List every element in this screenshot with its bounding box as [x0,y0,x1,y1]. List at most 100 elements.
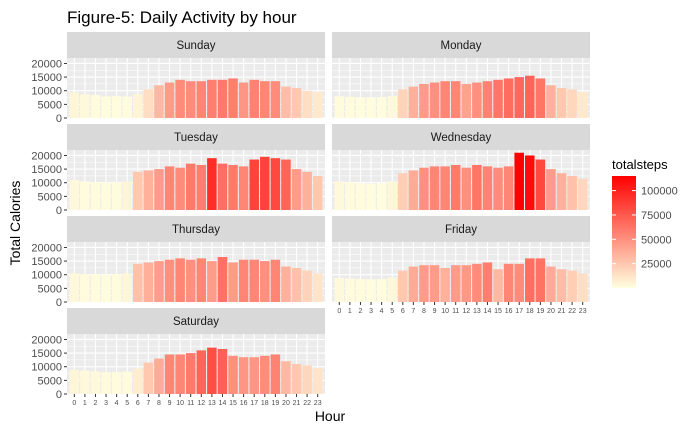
y-tick-label: 20000 [31,58,62,70]
x-tick-label: 10 [441,308,449,315]
bar [419,265,429,302]
bar [302,171,312,210]
bar [482,262,493,302]
x-tick-label: 13 [208,400,216,407]
bar [461,167,472,210]
bar [228,262,238,302]
bar [281,266,291,302]
x-tick-label: 13 [473,308,481,315]
y-tick-label: 20000 [31,242,62,254]
bar [567,270,577,302]
bar [154,261,164,302]
bar [270,158,281,210]
bar [450,165,461,210]
facet-monday: Monday [332,32,590,119]
bar [90,274,101,302]
bar [122,273,132,302]
x-tick-label: 23 [579,308,587,315]
bar [281,86,291,118]
facet-strip [67,216,325,242]
x-tick-label: 22 [303,400,311,407]
y-tick-label: 5000 [38,283,62,295]
bar [143,170,154,210]
bar [228,78,238,118]
bar [461,265,472,302]
bar [408,86,419,118]
bar [154,85,164,118]
bar [577,273,588,302]
bar [238,357,249,394]
x-tick-label: 18 [261,400,269,407]
y-tick-label: 15000 [31,164,62,176]
bar [111,274,122,302]
bar [260,156,270,210]
bar [217,349,228,394]
bar [546,169,556,210]
bar [143,89,154,118]
bar [90,182,101,210]
bar [228,165,238,210]
bar [482,81,493,118]
legend-colorbar [612,176,636,288]
bar [345,96,355,118]
x-tick-label: 14 [484,308,492,315]
bar [207,261,217,302]
bar [345,182,355,210]
facet-strip [332,124,590,150]
bar [535,78,546,118]
bar [196,165,207,210]
facet-strip [67,308,325,334]
legend-tick-label: 75000 [641,210,672,222]
bar [482,166,493,210]
bar [291,88,302,118]
bar [217,163,228,210]
bar [525,155,535,210]
bar [535,159,546,210]
facet-strip-label: Saturday [173,316,219,328]
bar [80,370,90,394]
bar [101,274,111,302]
x-tick-label: 7 [411,308,415,315]
bar [270,259,281,302]
x-tick-label: 6 [401,308,405,315]
bar [556,173,567,210]
bar [207,158,217,210]
y-tick-label: 0 [56,297,62,309]
legend-title: totalsteps [612,157,668,172]
bar [164,354,175,394]
facet-strip-label: Sunday [176,40,215,52]
bar [525,258,535,302]
bar [387,181,397,210]
x-tick-label: 21 [293,400,301,407]
y-tick-label: 0 [56,113,62,125]
bar [514,152,524,210]
bar [111,96,122,118]
bar [398,89,408,118]
facet-strip-label: Friday [445,224,477,236]
x-tick-label: 4 [380,308,384,315]
facet-panels: Sunday05000100001500020000MondayTuesday0… [31,32,590,407]
bar [238,82,249,118]
bar [461,83,472,118]
bar [249,79,259,118]
bar [398,270,408,302]
bar [312,92,323,118]
bar [185,259,196,302]
bar [291,267,302,302]
bar [419,83,429,118]
bar [503,78,514,118]
bar [122,181,132,210]
y-tick-label: 10000 [31,86,62,98]
bar [260,261,270,302]
x-tick-label: 3 [369,308,373,315]
x-tick-label: 22 [568,308,576,315]
bar [408,266,419,302]
y-tick-label: 15000 [31,72,62,84]
x-tick-label: 12 [462,308,470,315]
bar [408,170,419,210]
bar [101,182,111,210]
x-tick-label: 6 [136,400,140,407]
bar [249,159,259,210]
